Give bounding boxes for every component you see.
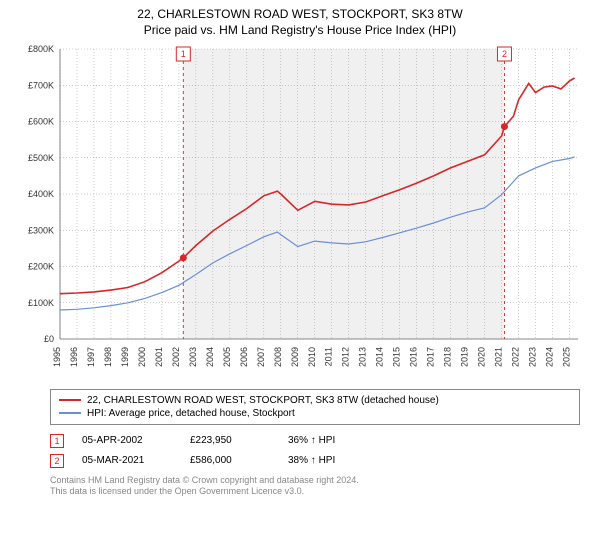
svg-text:2000: 2000 [137, 347, 147, 367]
svg-text:2025: 2025 [562, 347, 572, 367]
svg-text:£600K: £600K [28, 116, 54, 126]
chart-subtitle: Price paid vs. HM Land Registry's House … [0, 23, 600, 43]
svg-text:1999: 1999 [120, 347, 130, 367]
svg-text:2012: 2012 [341, 347, 351, 367]
svg-text:2010: 2010 [307, 347, 317, 367]
svg-text:2024: 2024 [545, 347, 555, 367]
transaction-marker-icon: 2 [50, 454, 64, 468]
legend-swatch [59, 412, 81, 414]
svg-text:1995: 1995 [52, 347, 62, 367]
svg-text:2018: 2018 [443, 347, 453, 367]
transaction-marker-icon: 1 [50, 434, 64, 448]
svg-text:£200K: £200K [28, 261, 54, 271]
legend-label: 22, CHARLESTOWN ROAD WEST, STOCKPORT, SK… [87, 395, 439, 406]
credit-text: Contains HM Land Registry data © Crown c… [50, 475, 580, 498]
svg-text:2020: 2020 [477, 347, 487, 367]
legend-box: 22, CHARLESTOWN ROAD WEST, STOCKPORT, SK… [50, 389, 580, 425]
credit-line: This data is licensed under the Open Gov… [50, 486, 580, 498]
line-chart-svg: £0 £100K £200K £300K £400K £500K £600K £700K £80… [10, 43, 590, 383]
svg-text:£100K: £100K [28, 298, 54, 308]
svg-text:2003: 2003 [188, 347, 198, 367]
transaction-price: £223,950 [190, 435, 270, 446]
transaction-row: 2 05-MAR-2021 £586,000 38% ↑ HPI [50, 451, 580, 471]
transaction-hpi: 38% ↑ HPI [288, 455, 368, 466]
chart-area: £0 £100K £200K £300K £400K £500K £600K £700K £80… [10, 43, 590, 383]
svg-text:£300K: £300K [28, 225, 54, 235]
svg-text:2: 2 [502, 49, 507, 59]
svg-text:2023: 2023 [528, 347, 538, 367]
svg-text:£400K: £400K [28, 189, 54, 199]
chart-title: 22, CHARLESTOWN ROAD WEST, STOCKPORT, SK… [0, 0, 600, 23]
svg-text:£0: £0 [44, 334, 54, 344]
svg-text:2006: 2006 [239, 347, 249, 367]
svg-text:2009: 2009 [290, 347, 300, 367]
svg-text:2007: 2007 [256, 347, 266, 367]
svg-text:2017: 2017 [426, 347, 436, 367]
svg-text:2008: 2008 [273, 347, 283, 367]
transaction-price: £586,000 [190, 455, 270, 466]
legend-swatch [59, 399, 81, 401]
legend-item: 22, CHARLESTOWN ROAD WEST, STOCKPORT, SK… [59, 394, 571, 407]
transaction-date: 05-APR-2002 [82, 435, 172, 446]
svg-text:1996: 1996 [69, 347, 79, 367]
legend-label: HPI: Average price, detached house, Stoc… [87, 408, 295, 419]
svg-text:1998: 1998 [103, 347, 113, 367]
credit-line: Contains HM Land Registry data © Crown c… [50, 475, 580, 487]
transaction-hpi: 36% ↑ HPI [288, 435, 368, 446]
svg-text:2002: 2002 [171, 347, 181, 367]
transaction-date: 05-MAR-2021 [82, 455, 172, 466]
svg-text:2019: 2019 [460, 347, 470, 367]
chart-container: 22, CHARLESTOWN ROAD WEST, STOCKPORT, SK… [0, 0, 600, 560]
svg-text:£500K: £500K [28, 153, 54, 163]
svg-text:2022: 2022 [511, 347, 521, 367]
svg-text:2021: 2021 [494, 347, 504, 367]
svg-text:2014: 2014 [375, 347, 385, 367]
svg-text:2005: 2005 [222, 347, 232, 367]
svg-text:1: 1 [181, 49, 186, 59]
transaction-row: 1 05-APR-2002 £223,950 36% ↑ HPI [50, 431, 580, 451]
svg-text:2016: 2016 [409, 347, 419, 367]
svg-text:£800K: £800K [28, 44, 54, 54]
svg-text:2011: 2011 [324, 347, 334, 366]
svg-text:1997: 1997 [86, 347, 96, 367]
svg-text:2015: 2015 [392, 347, 402, 367]
legend-item: HPI: Average price, detached house, Stoc… [59, 407, 571, 420]
transactions-table: 1 05-APR-2002 £223,950 36% ↑ HPI 2 05-MAR-202… [50, 431, 580, 471]
svg-text:£700K: £700K [28, 80, 54, 90]
svg-text:2004: 2004 [205, 347, 215, 367]
svg-text:2013: 2013 [358, 347, 368, 367]
svg-text:2001: 2001 [154, 347, 164, 367]
